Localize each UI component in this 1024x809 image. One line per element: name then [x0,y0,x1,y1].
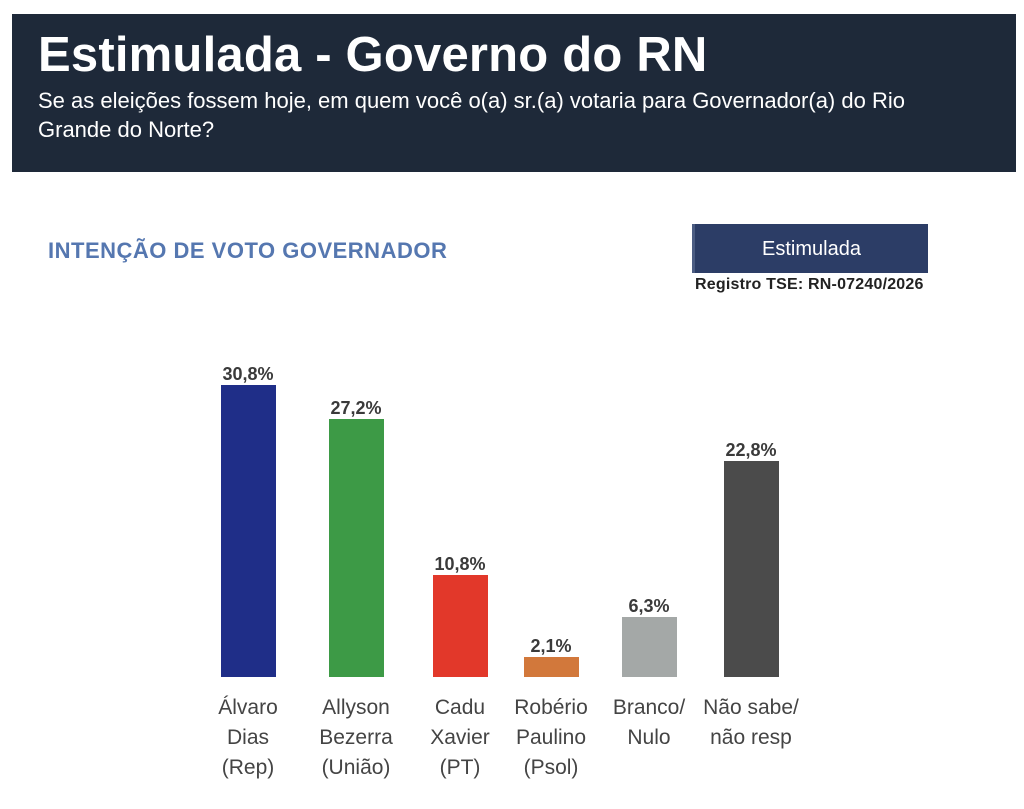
value-label-roberio-paulino-psol: 2,1% [530,636,572,657]
bar-alvaro-dias-rep [220,385,276,677]
header-banner: Estimulada - Governo do RN Se as eleiçõe… [12,14,1016,172]
value-label-branco-nulo: 6,3% [628,596,670,617]
category-label-roberio-paulino-psol: Robério Paulino (Psol) [514,696,588,779]
bar-branco-nulo [621,617,677,677]
value-label-allyson-bezerra-uniao: 27,2% [330,398,382,419]
tse-registration: Registro TSE: RN-07240/2026 [695,276,924,293]
value-label-nao-sabe-nao-resp: 22,8% [725,439,777,460]
bar-roberio-paulino-psol [523,657,579,677]
category-label-cadu-xavier-pt: Cadu Xavier (PT) [430,696,490,779]
value-label-alvaro-dias-rep: 30,8% [222,364,274,384]
category-label-nao-sabe-nao-resp: Não sabe/ não resp [703,696,799,749]
poll-question: Se as eleições fossem hoje, em quem você… [38,88,905,142]
category-label-allyson-bezerra-uniao: Allyson Bezerra (União) [319,696,393,779]
scenario-badge-label: Estimulada [762,237,861,260]
scenario-badge: Estimulada [692,224,928,273]
chart-title: INTENÇÃO DE VOTO GOVERNADOR [48,238,448,263]
category-label-branco-nulo: Branco/ Nulo [612,696,686,749]
bar-allyson-bezerra-uniao [328,419,384,677]
bar-cadu-xavier-pt [432,574,488,677]
bar-nao-sabe-nao-resp [723,460,779,677]
value-label-cadu-xavier-pt: 10,8% [434,553,486,574]
category-label-alvaro-dias-rep: Álvaro Dias (Rep) [218,696,278,779]
page-title: Estimulada - Governo do RN [38,28,708,82]
